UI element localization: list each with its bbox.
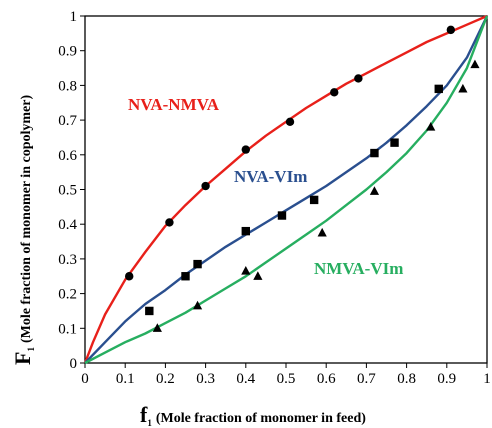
marker-triangle [253,271,263,280]
marker-triangle [369,186,380,195]
svg-text:f1(Mole fraction of monomer in: f1 (Mole fraction of monomer in feed) [140,402,366,428]
y-tick-label: 0.7 [58,113,77,129]
y-axis-title-subscript: 1 [26,347,36,352]
x-axis-title-text: (Mole fraction of monomer in feed) [156,411,366,426]
y-tick-label: 0.2 [58,287,77,303]
marker-triangle [241,266,251,275]
marker-triangle [426,122,436,131]
marker-circle [241,145,250,154]
marker-circle [201,181,210,191]
x-axis-title-symbol: f [140,402,148,427]
marker-circle [125,272,134,281]
y-tick-label: 0.4 [58,217,77,233]
marker-square [370,148,379,158]
marker-circle [330,88,339,97]
marker-square [309,195,319,205]
marker-square [434,84,443,94]
y-axis-title-text: (Mole fraction of monomer in copolymer) [19,95,34,344]
marker-triangle [470,59,480,69]
fit-curves [83,14,489,365]
y-tick-label: 0.5 [58,183,77,199]
marker-triangle [192,300,203,310]
y-axis-title: F1 (Mole fraction of monomer in copolymer… [10,95,36,365]
marker-circle [446,25,456,35]
marker-square [241,226,250,236]
marker-triangle [317,227,327,237]
marker-square [390,138,399,147]
x-tick-label: 0.9 [437,371,456,387]
x-tick-label: 0.5 [277,371,296,387]
marker-circle [285,117,295,127]
series-labels: NVA-NMVA NVA-VIm NMVA-VIm [128,95,403,278]
data-markers [125,25,480,332]
axes [80,15,488,368]
x-tick-label: 0.6 [317,371,336,387]
x-tick-label: 0 [81,371,89,387]
curve-nva-nmva [83,14,488,364]
x-tick-label: 1 [483,371,491,387]
series-label: NVA-NMVA [128,95,220,114]
marker-triangle [152,323,162,332]
x-tick-label: 0.8 [397,371,416,387]
y-tick-label: 0.3 [58,252,77,268]
y-tick-label: 0.1 [58,321,77,337]
x-axis-title-subscript: 1 [147,418,152,428]
x-tick-label: 0.7 [357,371,376,387]
marker-triangle [458,83,468,93]
y-tick-label: 1 [70,9,78,25]
marker-square [193,259,202,269]
x-tick-label: 0.2 [156,371,175,387]
marker-circle [165,218,174,227]
marker-circle [354,74,363,83]
marker-square [145,306,154,316]
marker-square [181,272,190,281]
y-tick-label: 0.9 [58,44,77,60]
y-tick-label: 0.6 [58,148,77,164]
series-label: NMVA-VIm [314,259,403,278]
marker-square [277,211,287,220]
tick-labels: 0 0.1 0.2 0.3 0.4 0.5 0.6 0.7 0.8 0.9 1 0 0.1 0.2 0.3 0… [58,9,491,387]
y-tick-label: 0.8 [58,78,77,94]
x-tick-label: 0.3 [196,371,215,387]
y-axis-title-symbol: F [10,352,35,365]
x-axis-title: f1 (Mole fraction of monomer in feed) [140,402,366,428]
curve-nmva-vim [84,15,489,365]
series-label: NVA-VIm [234,167,307,186]
y-tick-label: 0 [70,356,78,372]
x-tick-label: 0.4 [236,371,255,387]
curve-nva-vim [84,15,489,364]
svg-text:F1(Mole fraction of monomer in: F1 (Mole fraction of monomer in copolymer… [10,95,36,365]
x-tick-label: 0.1 [116,371,135,387]
